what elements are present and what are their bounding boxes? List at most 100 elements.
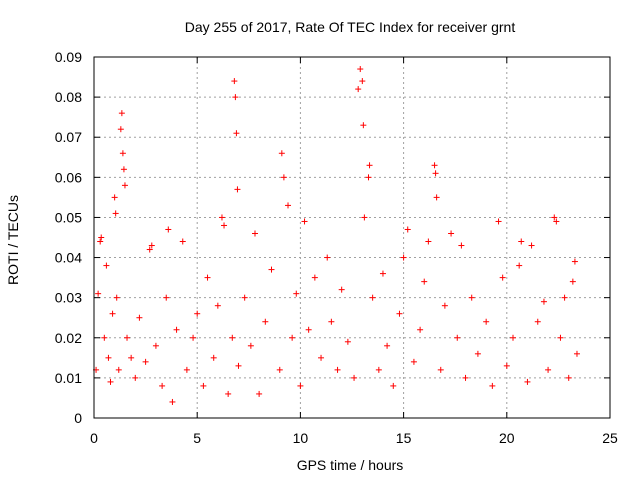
data-point (285, 202, 292, 209)
data-point (573, 350, 580, 357)
data-point (218, 214, 225, 221)
data-point (344, 338, 351, 345)
data-point (234, 186, 241, 193)
y-tick-label: 0.03 (55, 290, 82, 306)
y-tick-label: 0.07 (55, 129, 82, 145)
data-point (474, 350, 481, 357)
data-point (338, 286, 345, 293)
data-point (293, 290, 300, 297)
y-tick-label: 0.08 (55, 89, 82, 105)
data-point (495, 218, 502, 225)
data-point (571, 258, 578, 265)
data-point (103, 262, 110, 269)
data-point (528, 242, 535, 249)
data-point (454, 334, 461, 341)
data-point (431, 162, 438, 169)
data-point (534, 318, 541, 325)
plot-frame (93, 56, 611, 419)
data-point (117, 126, 124, 133)
data-point (441, 302, 448, 309)
data-point (146, 246, 153, 253)
grid-lines (94, 57, 610, 418)
data-point (128, 354, 135, 361)
data-point (359, 78, 366, 85)
data-point (360, 122, 367, 129)
data-point (152, 342, 159, 349)
data-point (268, 266, 275, 273)
data-point (384, 342, 391, 349)
data-point (524, 378, 531, 385)
data-point (247, 342, 254, 349)
data-point (278, 150, 285, 157)
data-point (375, 366, 382, 373)
data-point (437, 366, 444, 373)
data-point (355, 86, 362, 93)
data-point (324, 254, 331, 261)
data-point (204, 274, 211, 281)
data-point (105, 354, 112, 361)
data-point (561, 294, 568, 301)
data-point (118, 110, 125, 117)
data-point (235, 362, 242, 369)
data-point (229, 334, 236, 341)
data-point (183, 366, 190, 373)
data-point (448, 230, 455, 237)
data-point (311, 274, 318, 281)
data-point (241, 294, 248, 301)
data-point (421, 278, 428, 285)
y-tick-label: 0 (74, 410, 82, 426)
data-point (351, 374, 358, 381)
data-point (390, 382, 397, 389)
data-point (169, 398, 176, 405)
data-point (190, 334, 197, 341)
data-point (365, 174, 372, 181)
data-point (214, 302, 221, 309)
data-point (518, 238, 525, 245)
x-axis-label: GPS time / hours (297, 457, 404, 473)
data-point (251, 230, 258, 237)
data-point (163, 294, 170, 301)
data-point (318, 354, 325, 361)
data-point (410, 358, 417, 365)
data-point (136, 314, 143, 321)
data-point (132, 374, 139, 381)
y-axis-ticks: 0 0.01 0.02 0.03 0.04 0.05 0.06 0.07 0.08 0.09 (55, 49, 610, 426)
data-point (120, 166, 127, 173)
data-point (489, 382, 496, 389)
data-point (328, 318, 335, 325)
data-point (194, 310, 201, 317)
data-point (361, 214, 368, 221)
data-point (516, 262, 523, 269)
data-point (231, 78, 238, 85)
y-tick-label: 0.02 (55, 330, 82, 346)
data-point (115, 366, 122, 373)
data-point (148, 242, 155, 249)
data-point (432, 170, 439, 177)
y-tick-label: 0.01 (55, 370, 82, 386)
x-tick-label: 5 (193, 430, 201, 446)
data-point (569, 278, 576, 285)
data-point (165, 226, 172, 233)
plot-border (93, 56, 611, 419)
y-tick-label: 0.06 (55, 169, 82, 185)
chart-title: Day 255 of 2017, Rate Of TEC Index for r… (185, 19, 516, 35)
x-tick-label: 20 (499, 430, 515, 446)
data-point (221, 222, 228, 229)
data-point (565, 374, 572, 381)
scatter-points (93, 66, 580, 405)
data-point (111, 194, 118, 201)
data-point (210, 354, 217, 361)
data-point (297, 382, 304, 389)
data-point (503, 362, 510, 369)
data-point (357, 66, 364, 73)
data-point (557, 334, 564, 341)
data-point (232, 94, 239, 101)
data-point (262, 318, 269, 325)
data-point (468, 294, 475, 301)
data-point (305, 326, 312, 333)
data-point (433, 194, 440, 201)
y-tick-label: 0.05 (55, 209, 82, 225)
data-point (119, 150, 126, 157)
data-point (200, 382, 207, 389)
x-tick-label: 0 (90, 430, 98, 446)
